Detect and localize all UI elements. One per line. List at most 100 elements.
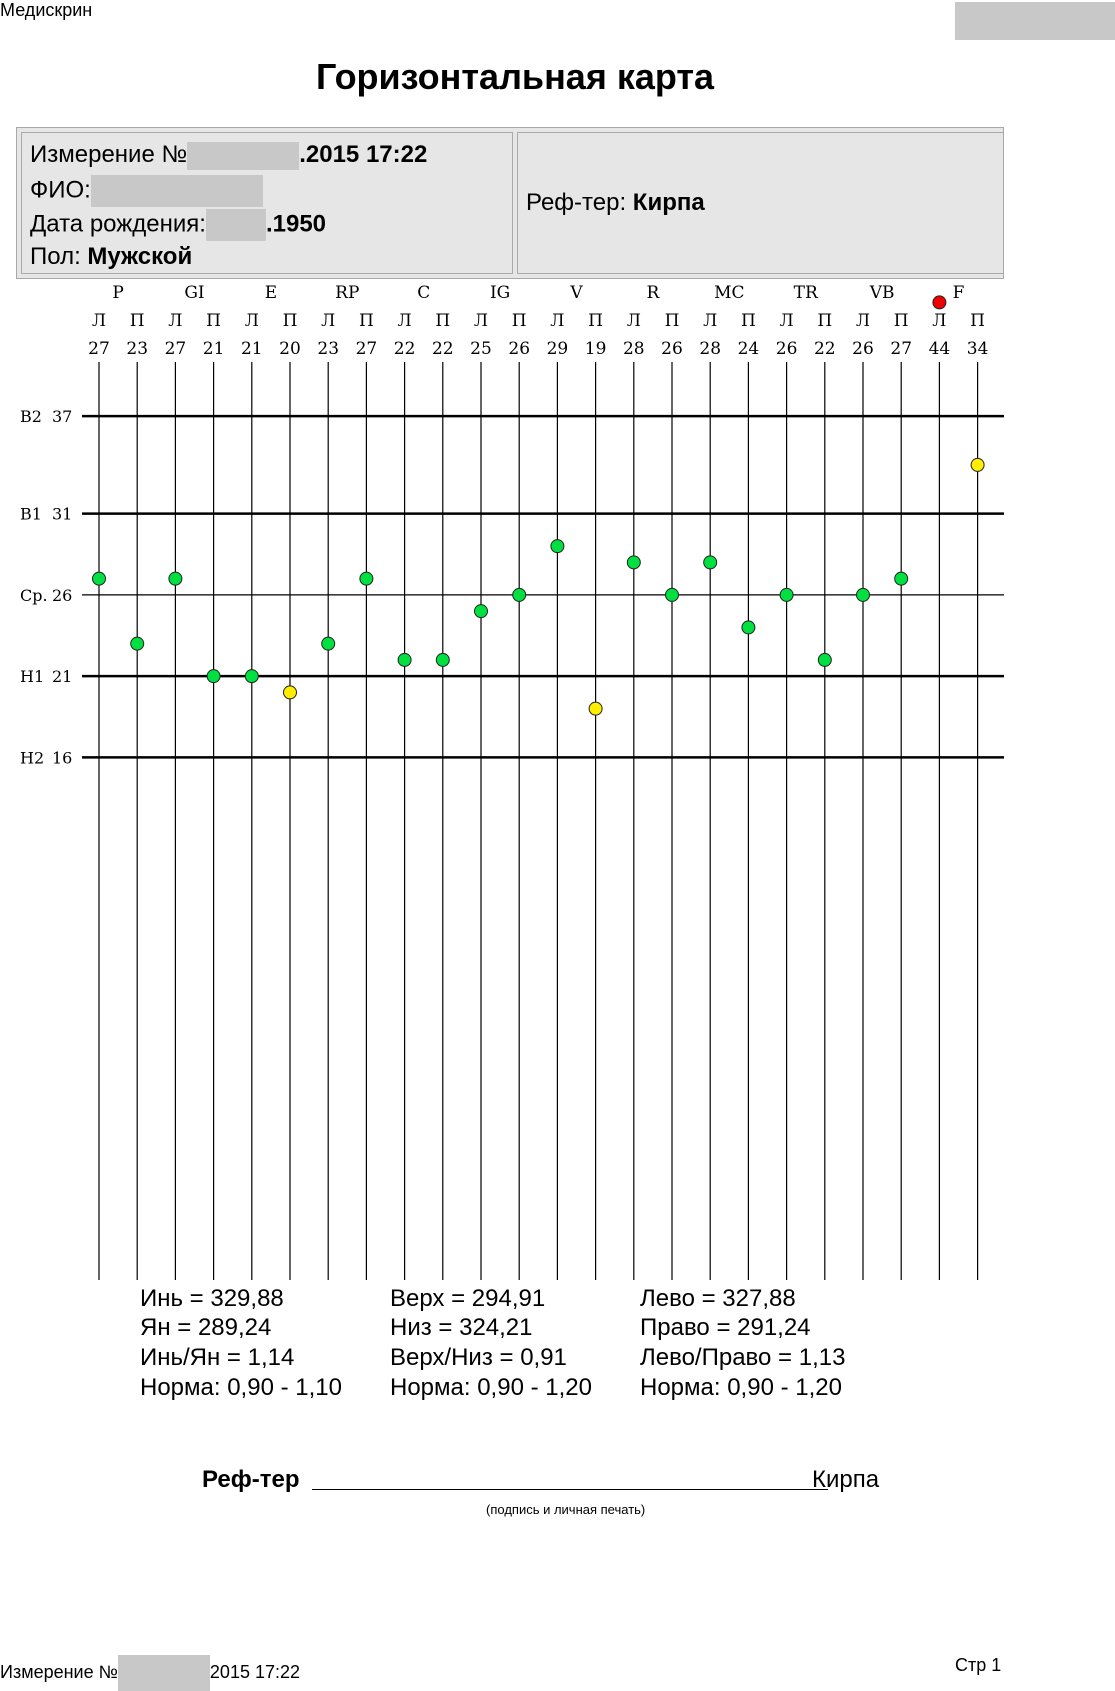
- value-label-9: 22: [432, 339, 454, 359]
- level-value-0: 37: [52, 407, 72, 426]
- redacted-block: [955, 2, 1115, 40]
- data-point-RP-left: [321, 636, 336, 651]
- birth-year: .1950: [265, 210, 327, 238]
- meridian-label-P: P: [112, 283, 123, 303]
- value-label-21: 27: [890, 339, 912, 359]
- data-point-R-right: [665, 587, 679, 602]
- signature-name: Кирпа: [812, 1466, 880, 1493]
- side-label-10: Л: [474, 311, 488, 331]
- referee-value: Кирпа: [632, 189, 705, 216]
- data-point-TR-right: [817, 652, 832, 667]
- side-label-0: Л: [92, 311, 106, 331]
- redacted-footer-number: [117, 1655, 210, 1691]
- side-label-3: П: [206, 311, 221, 331]
- data-point-E-right: [283, 685, 297, 700]
- data-point-V-left: [550, 539, 565, 554]
- side-label-23: П: [970, 311, 985, 331]
- birth-line: Дата рождения: .1950: [30, 209, 326, 241]
- name-line: ФИО:: [30, 175, 263, 207]
- value-label-13: 19: [585, 339, 607, 359]
- data-point-GI-right: [206, 669, 221, 684]
- side-label-16: Л: [703, 311, 717, 331]
- side-label-22: Л: [932, 311, 946, 331]
- meridian-label-V: V: [569, 283, 583, 303]
- footer-measurement-label: Измерение №: [0, 1661, 118, 1682]
- level-value-2: 26: [52, 586, 72, 605]
- side-label-19: П: [817, 311, 832, 331]
- data-point-F-left: [932, 295, 947, 310]
- data-point-IG-left: [474, 604, 488, 619]
- value-label-23: 34: [967, 339, 989, 359]
- meridian-label-VB: VB: [869, 283, 895, 303]
- meridian-label-R: R: [646, 283, 660, 303]
- referee-line: Реф-тер: Кирпа: [526, 189, 705, 217]
- level-value-3: 21: [52, 667, 72, 686]
- value-label-11: 26: [508, 339, 530, 359]
- data-point-C-right: [435, 652, 450, 667]
- value-label-3: 21: [203, 339, 225, 359]
- data-points: [92, 295, 985, 716]
- measurement-line: Измерение № .2015 17:22: [30, 141, 427, 170]
- stat-left-right-ratio: Лево/Право = 1,13: [640, 1344, 846, 1371]
- info-panel: Измерение № .2015 17:22 ФИО: Дата рождени…: [16, 127, 1004, 279]
- data-point-IG-right: [512, 587, 527, 602]
- level-label-2: Ср.: [20, 586, 48, 605]
- meridian-label-C: C: [417, 283, 430, 303]
- meridian-label-MC: MC: [714, 283, 744, 303]
- meridian-label-GI: GI: [184, 283, 204, 303]
- side-label-12: Л: [550, 311, 564, 331]
- value-label-19: 22: [814, 339, 836, 359]
- sex-value: Мужской: [87, 243, 193, 270]
- redacted-measurement-number: [187, 141, 300, 170]
- side-label-11: П: [512, 311, 527, 331]
- stat-left: Лево = 327,88: [640, 1285, 796, 1312]
- side-label-4: Л: [245, 311, 259, 331]
- sex-label: Пол:: [30, 243, 81, 270]
- stat-top-bottom-ratio: Верх/Низ = 0,91: [390, 1344, 567, 1371]
- level-label-4: Н2: [20, 748, 44, 767]
- value-label-22: 44: [929, 339, 951, 359]
- side-label-1: П: [130, 311, 145, 331]
- stat-yin-yang-ratio: Инь/Ян = 1,14: [140, 1344, 295, 1371]
- data-point-V-right: [588, 701, 603, 716]
- data-point-VB-left: [856, 587, 870, 602]
- data-point-P-right: [130, 636, 145, 651]
- value-label-17: 24: [738, 339, 760, 359]
- level-label-3: Н1: [20, 667, 44, 686]
- meridian-label-IG: IG: [490, 283, 510, 303]
- data-point-R-left: [626, 555, 641, 570]
- column-headers: Л 27 П 23 Л 27 П 21 Л 21 П 20 Л 23 П 27 Л 22 П 22 Л 25 П 26 Л 29 П…: [88, 283, 988, 359]
- side-label-15: П: [665, 311, 680, 331]
- value-label-20: 26: [852, 339, 874, 359]
- side-label-18: Л: [780, 311, 794, 331]
- value-label-4: 21: [241, 339, 263, 359]
- side-label-20: Л: [856, 311, 870, 331]
- data-point-GI-left: [168, 571, 183, 586]
- data-point-RP-right: [359, 571, 374, 586]
- stat-top-bottom-norm: Норма: 0,90 - 1,20: [390, 1374, 592, 1401]
- footer-measurement-datetime: 2015 17:22: [209, 1661, 301, 1682]
- level-value-1: 31: [52, 505, 72, 524]
- value-label-7: 27: [356, 339, 378, 359]
- page-number: Стр 1: [955, 1655, 1002, 1675]
- value-label-10: 25: [470, 339, 492, 359]
- meridian-label-F: F: [953, 283, 965, 303]
- value-label-18: 26: [776, 339, 798, 359]
- stat-left-right-norm: Норма: 0,90 - 1,20: [640, 1374, 842, 1401]
- data-point-VB-right: [894, 571, 909, 586]
- stat-yang: Ян = 289,24: [140, 1314, 272, 1341]
- value-label-2: 27: [165, 339, 187, 359]
- data-point-C-left: [397, 652, 412, 667]
- value-label-15: 26: [661, 339, 683, 359]
- side-label-8: Л: [398, 311, 412, 331]
- data-point-TR-left: [779, 587, 794, 602]
- signature-caption: (подпись и личная печать): [486, 1502, 646, 1517]
- measurement-label: Измерение №: [30, 141, 188, 168]
- stat-bottom: Низ = 324,21: [390, 1314, 533, 1341]
- data-point-E-left: [244, 669, 259, 684]
- value-label-8: 22: [394, 339, 416, 359]
- side-label-6: Л: [321, 311, 335, 331]
- referee-label: Реф-тер:: [526, 189, 627, 216]
- measurement-datetime: .2015 17:22: [299, 141, 428, 168]
- signature-label: Реф-тер: [202, 1466, 300, 1493]
